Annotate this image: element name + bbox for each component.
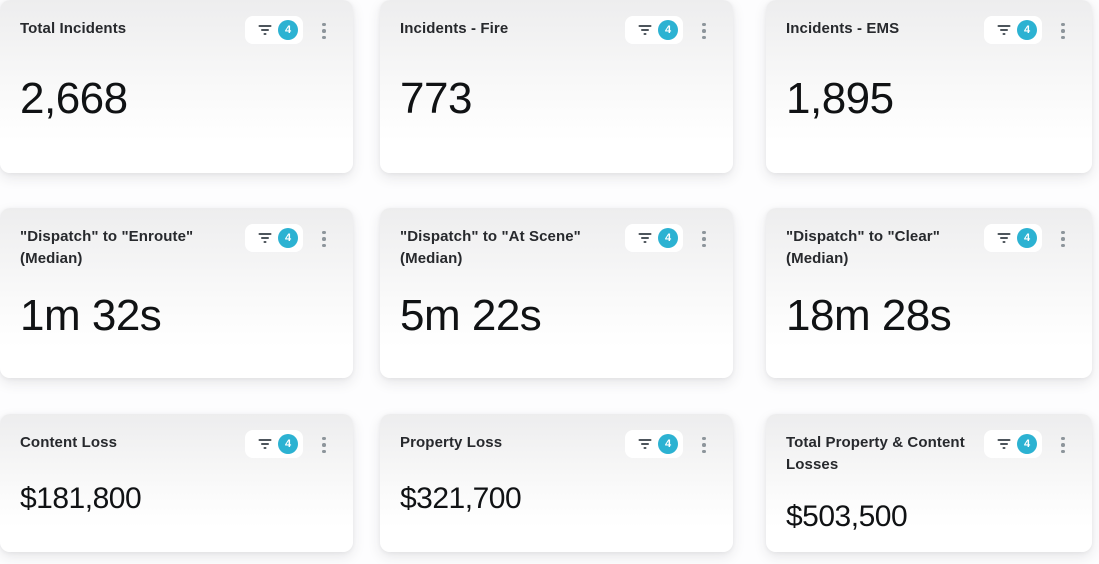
filter-count-badge: 4 [278, 228, 298, 248]
kpi-card: "Dispatch" to "At Scene" (Median) 4 5m 2… [380, 208, 733, 378]
filter-chip[interactable]: 4 [984, 224, 1042, 252]
filter-count-badge: 4 [1017, 228, 1037, 248]
filter-count-badge: 4 [278, 434, 298, 454]
kpi-card-header: Total Incidents 4 [20, 16, 333, 44]
filter-icon [993, 230, 1014, 246]
filter-count-badge: 4 [658, 20, 678, 40]
kpi-card-header: "Dispatch" to "Enroute" (Median) 4 [20, 224, 333, 270]
kpi-card: Total Incidents 4 2,668 [0, 0, 353, 173]
kpi-card-header: Total Property & Content Losses 4 [786, 430, 1072, 476]
kpi-card-value: $321,700 [400, 482, 522, 515]
filter-count-badge: 4 [658, 228, 678, 248]
kpi-card-title: Total Incidents [20, 20, 127, 37]
kpi-card-value: 18m 28s [786, 291, 952, 340]
kpi-card-title: Incidents - Fire [400, 20, 509, 37]
kpi-card-value: 1m 32s [20, 291, 162, 340]
kpi-card-title: Property Loss [400, 434, 503, 451]
filter-count-badge: 4 [1017, 20, 1037, 40]
kpi-card-value: 773 [400, 74, 472, 123]
filter-chip[interactable]: 4 [984, 16, 1042, 44]
filter-icon [993, 22, 1014, 38]
kpi-card: Content Loss 4 $181,800 [0, 414, 353, 552]
kebab-menu-icon[interactable] [315, 432, 333, 458]
kpi-card: Incidents - EMS 4 1,895 [766, 0, 1092, 173]
kpi-card-title: "Dispatch" to "Enroute" (Median) [20, 228, 194, 267]
row-2: "Dispatch" to "Enroute" (Median) 4 1m 32… [0, 208, 1099, 378]
filter-chip[interactable]: 4 [245, 16, 303, 44]
filter-chip[interactable]: 4 [625, 224, 683, 252]
kebab-menu-icon[interactable] [1054, 18, 1072, 44]
kpi-card-header: Content Loss 4 [20, 430, 333, 458]
filter-count-badge: 4 [1017, 434, 1037, 454]
kpi-card: "Dispatch" to "Clear" (Median) 4 18m 28s [766, 208, 1092, 378]
filter-count-badge: 4 [658, 434, 678, 454]
kebab-menu-icon[interactable] [1054, 226, 1072, 252]
kpi-card: Property Loss 4 $321,700 [380, 414, 733, 552]
filter-icon [634, 230, 655, 246]
kpi-card-title: "Dispatch" to "Clear" (Median) [786, 228, 940, 267]
kpi-card-value: 1,895 [786, 74, 894, 123]
filter-icon [254, 230, 275, 246]
kebab-menu-icon[interactable] [315, 226, 333, 252]
kpi-card: Total Property & Content Losses 4 $503,5… [766, 414, 1092, 552]
row-1: Total Incidents 4 2,668 Incidents - Fire… [0, 0, 1099, 173]
filter-icon [993, 436, 1014, 452]
kpi-card-header: Incidents - EMS 4 [786, 16, 1072, 44]
kebab-menu-icon[interactable] [1054, 432, 1072, 458]
filter-chip[interactable]: 4 [625, 16, 683, 44]
kpi-card: "Dispatch" to "Enroute" (Median) 4 1m 32… [0, 208, 353, 378]
kpi-card-header: "Dispatch" to "Clear" (Median) 4 [786, 224, 1072, 270]
filter-icon [254, 22, 275, 38]
kpi-card-title: Content Loss [20, 434, 118, 451]
kpi-card-title: "Dispatch" to "At Scene" (Median) [400, 228, 581, 267]
kebab-menu-icon[interactable] [695, 226, 713, 252]
kpi-card-title: Total Property & Content Losses [786, 434, 965, 473]
kpi-card-value: $181,800 [20, 482, 142, 515]
filter-chip[interactable]: 4 [625, 430, 683, 458]
kebab-menu-icon[interactable] [315, 18, 333, 44]
kpi-card-header: Incidents - Fire 4 [400, 16, 713, 44]
kpi-card-value: $503,500 [786, 500, 908, 533]
filter-chip[interactable]: 4 [984, 430, 1042, 458]
kpi-card: Incidents - Fire 4 773 [380, 0, 733, 173]
filter-icon [634, 22, 655, 38]
kpi-card-value: 5m 22s [400, 291, 542, 340]
kpi-card-value: 2,668 [20, 74, 128, 123]
filter-icon [254, 436, 275, 452]
kpi-card-title: Incidents - EMS [786, 20, 900, 37]
filter-icon [634, 436, 655, 452]
kpi-card-header: Property Loss 4 [400, 430, 713, 458]
kebab-menu-icon[interactable] [695, 18, 713, 44]
filter-chip[interactable]: 4 [245, 224, 303, 252]
filter-chip[interactable]: 4 [245, 430, 303, 458]
kebab-menu-icon[interactable] [695, 432, 713, 458]
filter-count-badge: 4 [278, 20, 298, 40]
kpi-card-header: "Dispatch" to "At Scene" (Median) 4 [400, 224, 713, 270]
row-3: Content Loss 4 $181,800 Property Loss 4 … [0, 414, 1099, 552]
